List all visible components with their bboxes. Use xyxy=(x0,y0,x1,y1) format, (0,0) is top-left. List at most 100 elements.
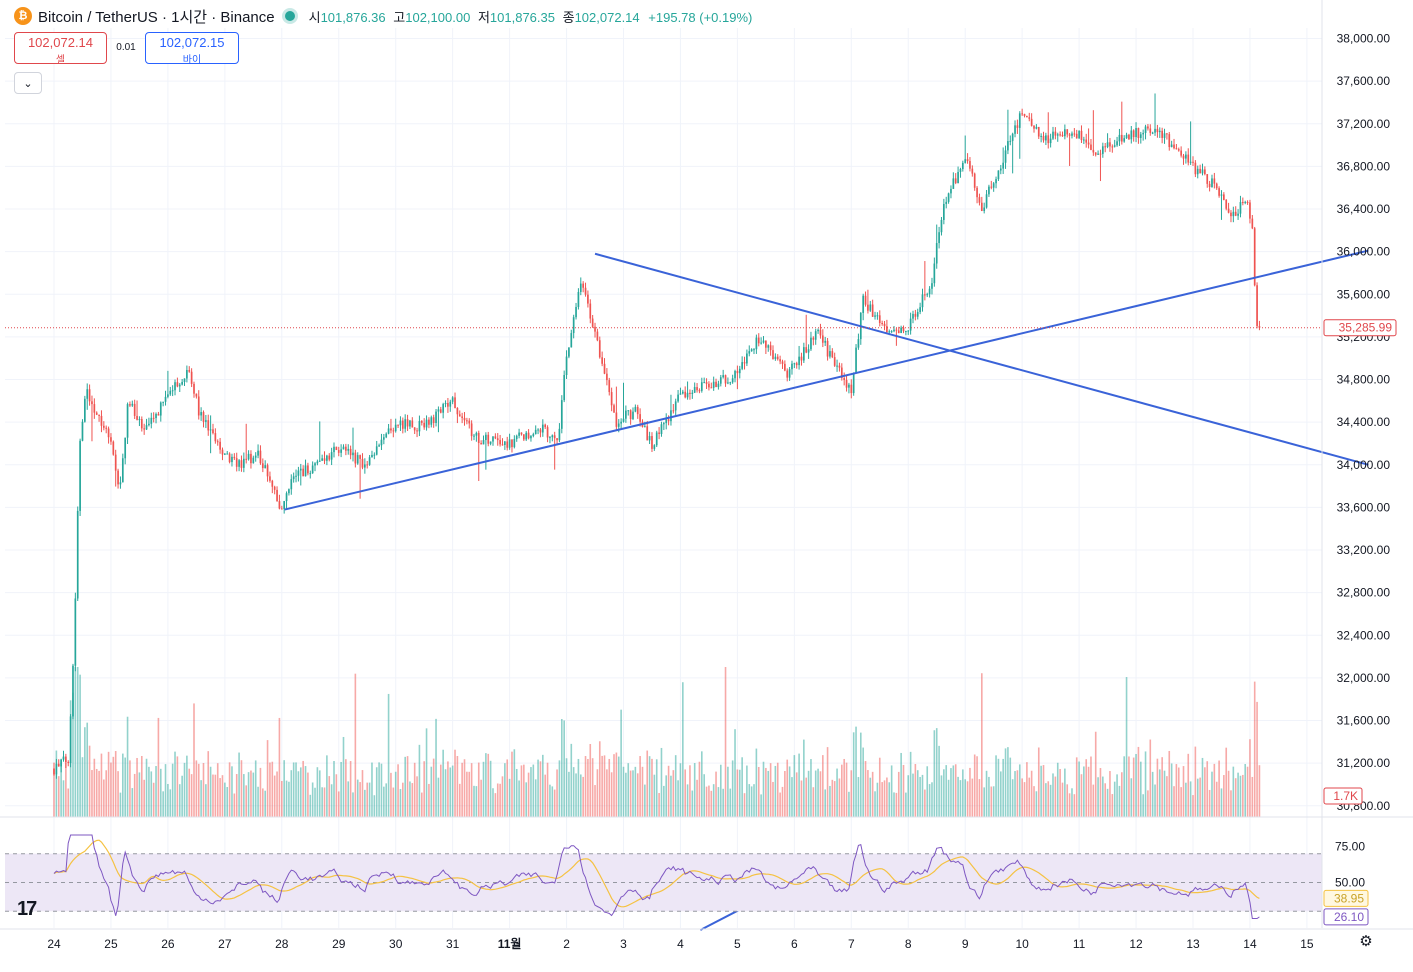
candle-body xyxy=(1222,194,1225,200)
volume-bar xyxy=(632,770,634,817)
candle-body xyxy=(195,393,198,397)
volume-bar xyxy=(646,750,649,817)
chevron-down-icon[interactable]: ⌄ xyxy=(14,72,42,94)
trendline[interactable] xyxy=(284,249,1369,511)
chart-header: ₿ Bitcoin / TetherUS · 1시간 · Binance 시10… xyxy=(14,5,752,27)
candle-body xyxy=(309,473,312,475)
candle-body xyxy=(233,456,236,459)
volume-bar xyxy=(1218,760,1220,817)
candle-body xyxy=(1035,126,1038,129)
candle-body xyxy=(1253,228,1256,286)
candle-body xyxy=(1237,213,1239,216)
volume-bar xyxy=(425,728,428,817)
volume-bar xyxy=(971,778,974,817)
candle-body xyxy=(705,382,708,384)
volume-bar xyxy=(159,768,162,817)
candle-body xyxy=(954,178,957,184)
candle-body xyxy=(1118,134,1121,142)
trendlines[interactable] xyxy=(284,249,1369,931)
volume-bar xyxy=(976,756,978,817)
volume-bar xyxy=(1113,781,1116,817)
candle-body xyxy=(98,414,100,416)
candle-body xyxy=(1016,125,1019,128)
volume-bar xyxy=(1154,784,1156,817)
candle-body xyxy=(81,421,84,441)
candle-body xyxy=(1206,174,1209,184)
candle-body xyxy=(283,501,286,509)
buy-button[interactable]: 102,072.15 바이 xyxy=(145,32,239,66)
volume-bar xyxy=(53,768,55,817)
volume-bar xyxy=(499,783,501,817)
volume-bar xyxy=(871,771,874,817)
candle-body xyxy=(352,452,354,456)
volume-bar xyxy=(461,762,463,817)
candle-body xyxy=(102,425,105,428)
volume-bar xyxy=(1244,764,1247,817)
candle-body xyxy=(684,391,687,398)
volume-bar xyxy=(897,771,900,817)
candle-body xyxy=(829,351,831,357)
volume-bar xyxy=(1064,768,1066,817)
y-tick-label: 31,200.00 xyxy=(1337,756,1391,770)
candle-body xyxy=(603,363,606,374)
volume-bar xyxy=(831,779,834,817)
candle-body xyxy=(1009,140,1012,142)
candle-body xyxy=(88,389,91,402)
candle-body xyxy=(162,401,165,403)
tradingview-logo-icon[interactable]: 17 xyxy=(17,898,37,920)
candle-body xyxy=(1151,132,1154,134)
candle-body xyxy=(171,390,174,392)
candle-body xyxy=(582,283,585,288)
volume-bar xyxy=(888,782,891,817)
volume-bar xyxy=(347,781,350,817)
volume-bar xyxy=(805,777,808,817)
volume-bar xyxy=(352,792,354,817)
gear-icon[interactable]: ⚙ xyxy=(1359,933,1373,950)
volume-bar xyxy=(1168,750,1171,817)
volume-bar xyxy=(817,768,819,817)
candle-body xyxy=(959,169,962,172)
volume-bar xyxy=(143,779,145,817)
candle-body xyxy=(905,330,907,332)
volume-bar xyxy=(1016,770,1019,817)
candle-body xyxy=(1230,212,1232,217)
candle-body xyxy=(380,439,383,446)
volume-bar xyxy=(309,794,312,817)
candle-body xyxy=(276,489,278,502)
trendline[interactable] xyxy=(594,252,1369,466)
candle-body xyxy=(93,404,96,413)
candle-body xyxy=(1064,129,1066,137)
candle-body xyxy=(1244,201,1247,203)
volume-bar xyxy=(1223,775,1225,817)
candle-body xyxy=(60,759,62,767)
volume-bar xyxy=(1011,779,1014,817)
candle-body xyxy=(121,458,124,483)
volume-bar xyxy=(60,762,62,817)
volume-bar xyxy=(304,766,307,817)
volume-bar xyxy=(119,792,122,817)
volume-bar xyxy=(437,777,440,817)
candle-body xyxy=(881,323,883,325)
volume-bar xyxy=(186,755,188,817)
candle-body xyxy=(886,326,888,333)
volume-bar xyxy=(596,769,599,817)
volume-bar xyxy=(1242,774,1244,817)
volume-bar xyxy=(940,775,943,817)
candle-body xyxy=(674,401,677,411)
sell-button[interactable]: 102,072.14 셀 xyxy=(14,32,107,66)
volume-bar xyxy=(753,784,755,817)
volume-bar xyxy=(765,767,767,817)
candle-body xyxy=(473,435,475,437)
candle-body xyxy=(591,318,594,327)
volume-bar xyxy=(1234,778,1237,817)
candle-body xyxy=(1256,285,1258,327)
candle-body xyxy=(468,420,471,424)
symbol-title[interactable]: Bitcoin / TetherUS · 1시간 · Binance xyxy=(38,8,275,26)
candle-body xyxy=(228,453,231,463)
volume-bar xyxy=(321,787,323,817)
candle-body xyxy=(662,423,665,425)
candle-body xyxy=(330,452,333,460)
volume-bar xyxy=(1249,739,1251,817)
candle-body xyxy=(470,423,473,437)
